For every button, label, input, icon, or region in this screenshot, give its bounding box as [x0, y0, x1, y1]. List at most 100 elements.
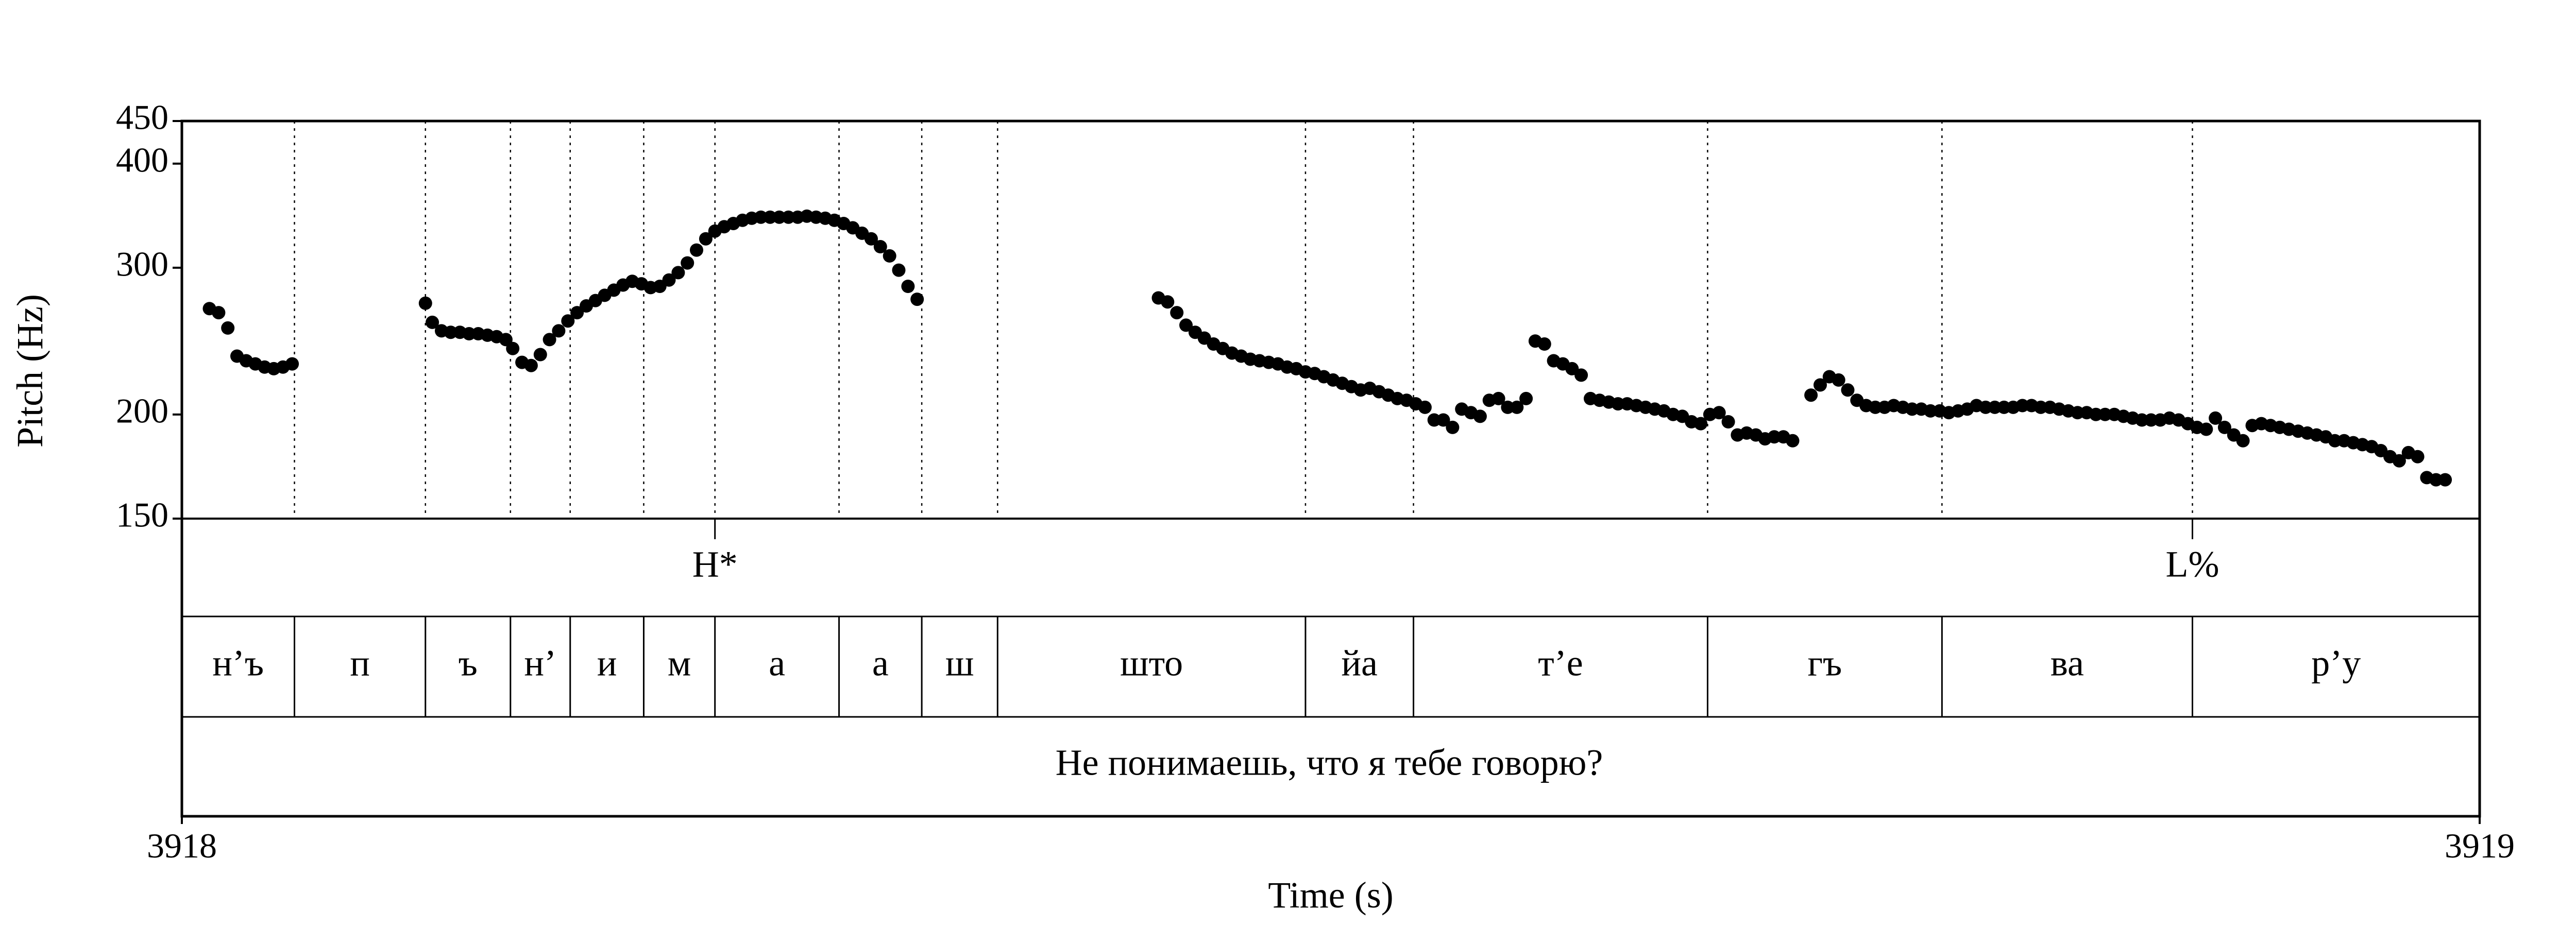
pitch-point — [1574, 368, 1588, 382]
pitch-point — [1814, 378, 1827, 392]
pitch-point — [1492, 391, 1505, 405]
pitch-point — [910, 293, 924, 306]
pitch-point — [1869, 400, 1882, 414]
pitch-point — [1427, 413, 1441, 427]
pitch-point — [1924, 404, 1938, 418]
pitch-point — [2217, 420, 2231, 434]
pitch-point — [524, 358, 538, 372]
pitch-point — [2429, 473, 2443, 487]
pitch-point — [892, 263, 906, 277]
pitch-point — [1694, 417, 1708, 431]
x-tick-label-start: 3918 — [147, 826, 217, 865]
pitch-point — [772, 210, 786, 224]
segment-label-4: и — [597, 643, 617, 684]
y-axis-label: Pitch (Hz) — [9, 294, 50, 448]
segment-label-3: н’ — [524, 643, 557, 684]
tone-label-0: H* — [692, 544, 738, 585]
pitch-point — [2071, 406, 2084, 420]
pitch-points — [202, 209, 2452, 487]
pitch-point — [570, 306, 584, 320]
segment-label-10: йа — [1342, 643, 1378, 684]
pitch-point — [462, 327, 476, 340]
pitch-point — [506, 341, 520, 355]
pitch-point — [2098, 407, 2112, 421]
segment-label-11: т’е — [1538, 643, 1583, 684]
pitch-point — [1832, 373, 1845, 387]
pitch-point — [1170, 306, 1184, 320]
segment-label-2: ъ — [459, 643, 478, 684]
pitch-point — [2209, 411, 2223, 425]
segment-label-13: ва — [2050, 643, 2084, 684]
pitch-point — [1988, 400, 2002, 414]
pitch-point — [2144, 413, 2158, 427]
pitch-point — [2089, 407, 2103, 421]
pitch-point — [444, 325, 457, 339]
y-tick-label-200: 200 — [116, 391, 168, 430]
tone-tier: H* L% — [692, 519, 2219, 585]
segment-label-0: н’ъ — [212, 643, 264, 684]
pitch-point — [2034, 400, 2048, 414]
pitch-point — [865, 232, 878, 246]
pitch-point — [2438, 473, 2452, 487]
x-axis-label: Time (s) — [1268, 874, 1393, 916]
segment-label-14: р’у — [2311, 643, 2361, 684]
tone-label-1: L% — [2166, 544, 2219, 585]
segment-label-9: што — [1120, 643, 1183, 684]
segment-label-6: а — [769, 643, 785, 684]
y-tick-label-150: 150 — [116, 495, 168, 535]
segment-label-1: п — [350, 643, 370, 684]
pitch-point — [662, 273, 676, 287]
pitch-point — [754, 210, 768, 224]
pitch-point — [873, 240, 887, 253]
pitch-point — [671, 266, 685, 280]
pitch-point — [285, 357, 299, 371]
segment-boundary-lines — [294, 121, 2193, 717]
pitch-point — [1179, 318, 1193, 332]
segment-label-5: м — [668, 643, 691, 684]
pitch-point — [901, 280, 915, 293]
pitch-point — [2199, 422, 2213, 436]
pitch-point — [1997, 400, 2011, 414]
pitch-point — [1786, 434, 1800, 448]
pitch-point — [1979, 400, 1993, 414]
pitch-point — [763, 210, 777, 224]
pitch-point — [2236, 434, 2250, 448]
pitch-point — [883, 249, 896, 263]
segment-label-7: а — [872, 643, 889, 684]
segment-label-8: ш — [945, 643, 974, 684]
pitch-point — [699, 232, 713, 246]
y-tick-label-450: 450 — [116, 98, 168, 137]
pitch-point — [1804, 388, 1818, 402]
pitch-point — [1519, 391, 1533, 405]
pitch-point — [1611, 397, 1625, 411]
pitch-point — [1418, 400, 1432, 414]
pitch-point — [1841, 383, 1855, 397]
pitch-point — [681, 256, 694, 270]
pitch-point — [543, 333, 556, 347]
pitch-point — [1537, 337, 1551, 351]
pitch-point — [2135, 413, 2149, 427]
y-tick-label-400: 400 — [116, 140, 168, 179]
x-tick-label-end: 3919 — [2445, 826, 2515, 865]
segment-label-12: гъ — [1808, 643, 1842, 684]
pitch-point — [1446, 420, 1460, 434]
pitch-point — [552, 324, 566, 338]
pitch-point — [561, 314, 575, 328]
pitch-point — [2392, 454, 2406, 468]
pitch-point — [2015, 399, 2029, 413]
pitch-point — [221, 321, 235, 335]
pitch-point — [1905, 402, 1919, 416]
pitch-point — [212, 306, 226, 320]
pitch-point — [1436, 413, 1450, 427]
pitch-point — [2328, 434, 2342, 448]
pitch-point — [782, 210, 795, 224]
segment-tier: н’ъ п ъ н’ и м а а ш што йа т’е гъ ва р’у — [212, 643, 2361, 684]
pitch-point — [1767, 430, 1781, 444]
pitch-point — [2411, 450, 2425, 464]
pitch-point — [1473, 409, 1487, 423]
y-tick-label-300: 300 — [116, 245, 168, 284]
pitch-point — [426, 315, 439, 329]
pitch-point — [1161, 295, 1175, 309]
